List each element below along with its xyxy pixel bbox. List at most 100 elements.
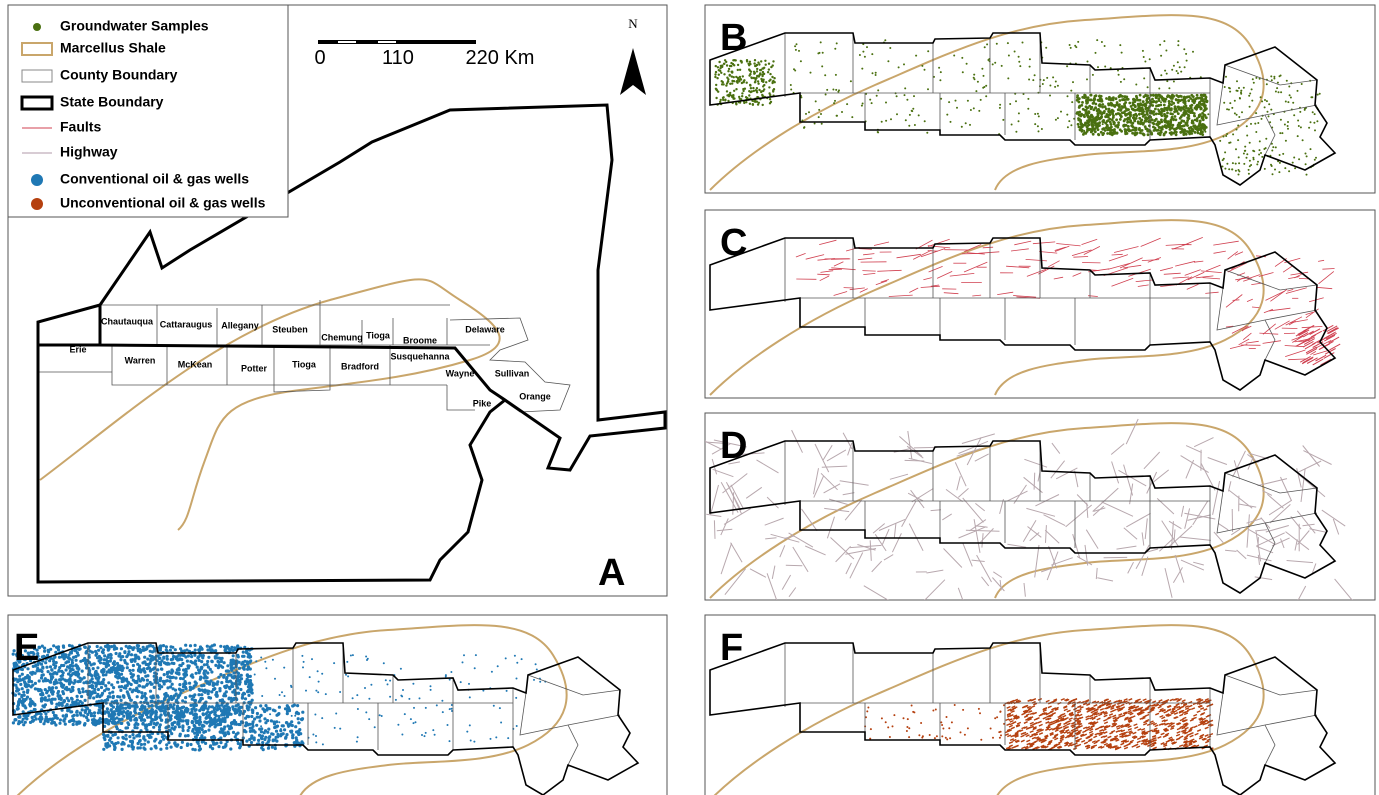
feature-point (281, 691, 283, 693)
feature-point (1145, 127, 1148, 130)
feature-point (128, 669, 131, 672)
feature-point (1145, 99, 1148, 102)
feature-point (184, 655, 187, 658)
feature-point (739, 69, 741, 71)
feature-point (1257, 161, 1259, 163)
feature-point (159, 644, 162, 647)
feature-point (211, 705, 214, 708)
feature-point (346, 661, 348, 663)
feature-point (1287, 128, 1289, 130)
feature-point (1112, 121, 1115, 124)
feature-point (1273, 78, 1275, 80)
feature-point (209, 717, 212, 720)
feature-point (87, 673, 90, 676)
feature-point (289, 730, 292, 733)
feature-point (1109, 132, 1112, 135)
feature-point (861, 68, 863, 70)
feature-point (198, 671, 201, 674)
feature-point (1153, 119, 1156, 122)
feature-point (202, 690, 205, 693)
feature-line (829, 269, 842, 270)
feature-point (1138, 113, 1141, 116)
feature-point (158, 662, 161, 665)
feature-point (973, 77, 975, 79)
feature-point (1310, 96, 1312, 98)
feature-point (119, 705, 122, 708)
feature-point (1018, 61, 1020, 63)
feature-point (727, 70, 729, 72)
feature-point (1132, 129, 1135, 132)
feature-point (368, 718, 370, 720)
feature-point (181, 699, 184, 702)
feature-point (206, 645, 209, 648)
feature-point (986, 43, 988, 45)
feature-point (102, 733, 105, 736)
feature-point (859, 54, 861, 56)
feature-point (1008, 55, 1010, 57)
feature-point (67, 699, 70, 702)
feature-point (68, 644, 71, 647)
feature-point (239, 745, 242, 748)
feature-point (1222, 159, 1224, 161)
feature-point (1224, 168, 1226, 170)
feature-point (835, 89, 837, 91)
feature-point (140, 691, 143, 694)
feature-point (16, 689, 19, 692)
feature-point (132, 669, 135, 672)
feature-point (258, 719, 261, 722)
feature-point (1091, 128, 1094, 131)
feature-point (91, 677, 94, 680)
feature-point (202, 713, 205, 716)
feature-point (754, 81, 756, 83)
feature-point (150, 747, 153, 750)
feature-point (1067, 95, 1069, 97)
feature-point (163, 697, 166, 700)
feature-point (1131, 108, 1134, 111)
feature-point (171, 662, 174, 665)
feature-point (1097, 66, 1099, 68)
feature-point (299, 722, 301, 724)
feature-point (1055, 81, 1057, 83)
feature-point (1177, 99, 1180, 102)
feature-point (235, 698, 238, 701)
feature-point (1029, 66, 1031, 68)
feature-point (898, 66, 900, 68)
feature-point (99, 646, 102, 649)
feature-point (1280, 91, 1282, 93)
feature-point (45, 666, 48, 669)
feature-point (515, 697, 517, 699)
feature-point (1261, 100, 1263, 102)
feature-point (272, 733, 275, 736)
feature-point (115, 716, 118, 719)
feature-point (58, 722, 61, 725)
feature-point (1086, 106, 1089, 109)
feature-point (1153, 113, 1156, 116)
feature-point (198, 745, 201, 748)
feature-point (1225, 76, 1227, 78)
feature-point (140, 696, 143, 699)
feature-point (201, 705, 204, 708)
feature-point (81, 687, 84, 690)
scale-bar (318, 40, 476, 44)
feature-point (395, 699, 397, 701)
feature-point (45, 691, 48, 694)
feature-point (158, 657, 161, 660)
feature-point (753, 90, 755, 92)
feature-point (1115, 125, 1118, 128)
feature-point (159, 649, 162, 652)
feature-point (74, 649, 77, 652)
feature-point (185, 668, 188, 671)
feature-point (1184, 66, 1186, 68)
feature-point (1158, 88, 1160, 90)
feature-point (1270, 164, 1272, 166)
feature-point (250, 741, 253, 744)
feature-point (750, 87, 752, 89)
feature-point (127, 744, 130, 747)
feature-point (259, 704, 262, 707)
feature-point (1166, 95, 1169, 98)
feature-point (722, 96, 724, 98)
feature-point (1317, 94, 1319, 96)
feature-point (225, 677, 228, 680)
feature-point (126, 714, 129, 717)
feature-point (1095, 52, 1097, 54)
